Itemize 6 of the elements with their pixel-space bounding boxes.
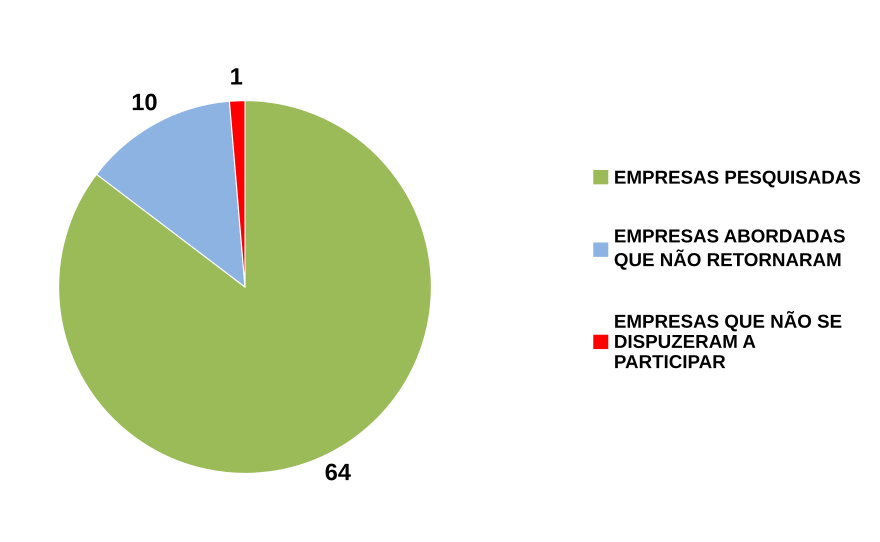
data-label: 1 — [231, 68, 242, 85]
legend-label: EMPRESAS ABORDADAS QUE NÃO RETORNARAM — [614, 229, 845, 270]
legend-label: EMPRESAS QUE NÃO SE DISPUZERAM A PARTICIPAR — [615, 311, 842, 368]
legend-label: EMPRESAS PESQUISADAS — [615, 170, 860, 188]
data-label: 64 — [326, 464, 351, 480]
data-label: 10 — [132, 94, 157, 110]
